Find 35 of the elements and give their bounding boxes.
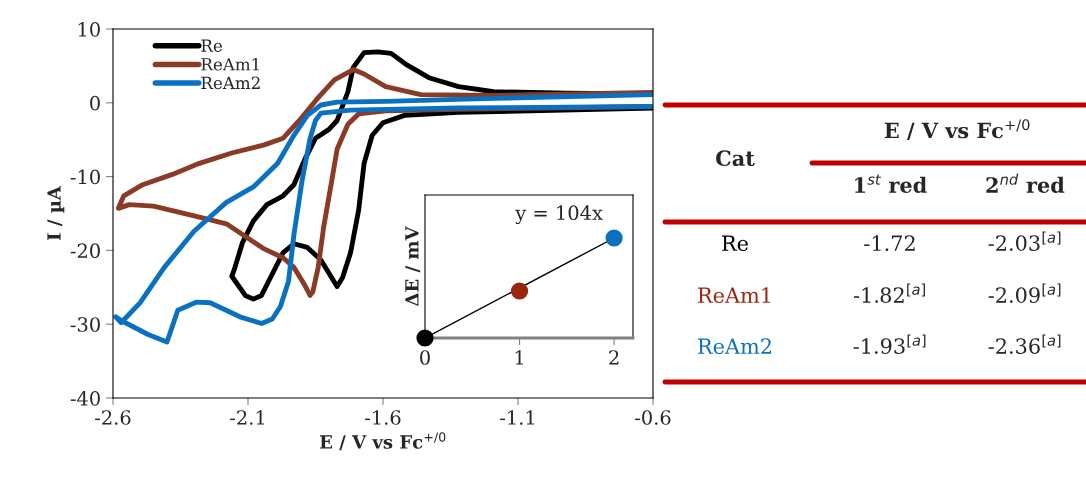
text: E / V vs Fc$^{+/0}$ [884,119,1030,140]
y-tick-label: 10 [78,21,100,37]
text: -1.82$^{[a]}$ [853,283,925,303]
text: -2.03$^{[a]}$ [988,231,1061,251]
category-label: ReAm2 [698,338,771,355]
text: 1$^{st}$ red [855,174,927,193]
text: -1.93$^{[a]}$ [853,334,926,354]
y-tick-label: -30 [70,317,100,332]
x-tick-label: 1 [515,350,523,365]
legend-label: Re [201,39,222,52]
legend-label: ReAm1 [201,57,259,71]
y-tick-label: 0 [90,95,100,111]
y-axis-title: ΔE / mV [405,226,421,306]
text: -1.72 [864,235,915,252]
x-tick-label: -1.1 [500,410,534,425]
text: 2$^{nd}$ red [986,173,1065,193]
x-tick-label: -0.6 [635,410,671,425]
category-label: ReAm1 [698,287,771,304]
text: -2.36$^{[a]}$ [988,334,1061,354]
y-axis-title: I / µA [47,185,65,241]
legend-label: ReAm2 [201,76,260,90]
annotation: y = 104x [515,205,603,225]
category-label: Re [722,235,748,252]
y-tick-label: -20 [70,243,100,259]
line-series [113,92,653,345]
y-tick-label: -10 [70,169,100,185]
x-tick-label: -2.6 [95,410,131,425]
text: Cat [716,150,755,167]
text: -2.09$^{[a]}$ [988,283,1061,303]
x-tick-label: -1.6 [365,410,401,425]
y-tick-label: -40 [70,390,100,406]
x-tick-label: -2.1 [230,410,264,425]
x-axis-title: E / V vs Fc$^{+/0}$ [320,432,446,451]
x-tick-label: 0 [420,350,430,365]
x-tick-label: 2 [609,350,619,365]
